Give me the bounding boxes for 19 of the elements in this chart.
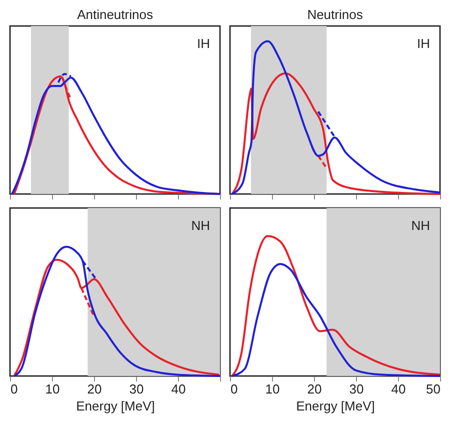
x-tick-label: 30 xyxy=(129,382,144,396)
x-axis-title: Energy [MeV] xyxy=(76,398,155,414)
x-tick-label: 30 xyxy=(349,382,364,396)
annotation: IH xyxy=(417,36,430,51)
text: IH xyxy=(197,36,210,51)
chart-title: Antineutrinos xyxy=(77,7,154,22)
x-tick-label: 20 xyxy=(87,382,102,396)
x-tick-label: 10 xyxy=(45,382,60,396)
x-axis-title: Energy [MeV] xyxy=(296,398,375,414)
x-tick-label: 40 xyxy=(171,382,186,396)
x-tick-label: 50 xyxy=(426,382,440,396)
x-tick-label: 10 xyxy=(265,382,280,396)
x-tick-label: 40 xyxy=(391,382,406,396)
text: NH xyxy=(191,218,210,233)
x-tick-label: 20 xyxy=(307,382,322,396)
chart-title: Neutrinos xyxy=(307,7,364,22)
text: NH xyxy=(411,218,430,233)
x-tick-label: 0 xyxy=(230,382,238,396)
x-tick-label: 0 xyxy=(10,382,18,396)
